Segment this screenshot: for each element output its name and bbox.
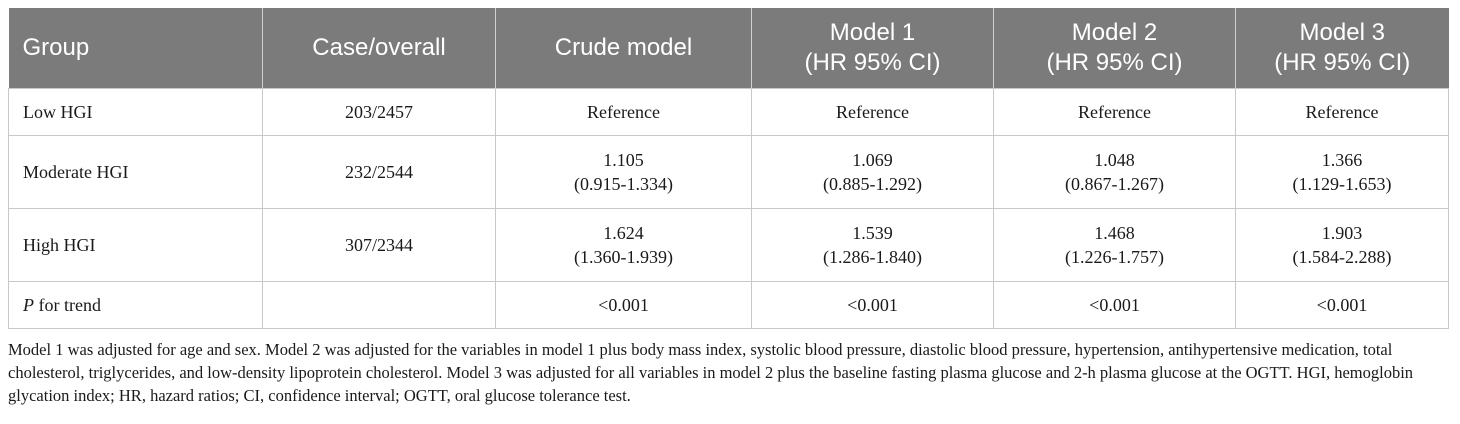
header-group-line1: Group: [22, 34, 90, 61]
header-case-overall: Case/overall: [262, 8, 496, 89]
cell-model1: Reference: [751, 88, 994, 136]
header-model1-line2: (HR 95% CI): [804, 49, 941, 76]
cell-case: 232/2544: [262, 135, 496, 209]
cell-case: 307/2344: [262, 208, 496, 282]
header-row: Group Case/overall Crude model Model 1 (…: [8, 8, 1449, 89]
cell-ci: (0.885-1.292): [823, 174, 922, 194]
cell-hr: 1.539: [852, 223, 893, 243]
header-crude-model: Crude model: [495, 8, 752, 89]
cell-hr: 1.366: [1321, 150, 1363, 170]
cell-model1: 1.069 (0.885-1.292): [751, 135, 994, 209]
cell-model3: 1.366 (1.129-1.653): [1235, 135, 1449, 209]
header-model-3: Model 3 (HR 95% CI): [1235, 8, 1449, 89]
header-model-2: Model 2 (HR 95% CI): [993, 8, 1236, 89]
cell-model1: 1.539 (1.286-1.840): [751, 208, 994, 282]
cell-hr: Reference: [1305, 102, 1379, 122]
cell-case: 203/2457: [262, 88, 496, 136]
cell-ci: (1.286-1.840): [823, 247, 922, 267]
cell-hr: 1.105: [603, 150, 644, 170]
header-model-1: Model 1 (HR 95% CI): [751, 8, 994, 89]
cell-hr: 1.069: [852, 150, 893, 170]
cell-hr: 1.468: [1094, 223, 1135, 243]
cell-crude: 1.624 (1.360-1.939): [495, 208, 752, 282]
cell-model2-trend: <0.001: [993, 281, 1236, 329]
trend-label-p: P: [23, 295, 34, 315]
cell-crude-trend: <0.001: [495, 281, 752, 329]
cell-group: High HGI: [8, 208, 263, 282]
header-model2-line2: (HR 95% CI): [1046, 49, 1183, 76]
cell-ci: (1.584-2.288): [1292, 247, 1392, 267]
cell-model3: Reference: [1235, 88, 1449, 136]
cell-ci: (1.360-1.939): [574, 247, 673, 267]
header-group: Group: [8, 8, 263, 89]
cell-hr: Reference: [1078, 102, 1151, 122]
cell-hr: 1.903: [1321, 223, 1363, 243]
header-crude-line1: Crude model: [554, 34, 693, 61]
header-model3-line2: (HR 95% CI): [1274, 49, 1411, 76]
cell-ci: (0.915-1.334): [574, 174, 673, 194]
cell-ci: (1.129-1.653): [1292, 174, 1392, 194]
trend-label-rest: for trend: [34, 295, 101, 315]
header-model2-line1: Model 2: [1071, 19, 1158, 46]
header-model1-line1: Model 1: [829, 19, 916, 46]
cell-group: Moderate HGI: [8, 135, 263, 209]
header-case-line1: Case/overall: [312, 34, 446, 61]
cell-group: Low HGI: [8, 88, 263, 136]
table-row: Low HGI 203/2457 Reference Reference Ref…: [8, 88, 1449, 136]
table-row: High HGI 307/2344 1.624 (1.360-1.939) 1.…: [8, 208, 1449, 282]
cell-trend-label: P for trend: [8, 281, 263, 329]
trend-row: P for trend <0.001 <0.001 <0.001 <0.001: [8, 281, 1449, 329]
cell-hr: Reference: [836, 102, 909, 122]
cell-model2: 1.048 (0.867-1.267): [993, 135, 1236, 209]
table-figure: Group Case/overall Crude model Model 1 (…: [8, 8, 1452, 407]
hgi-hazard-table: Group Case/overall Crude model Model 1 (…: [8, 8, 1449, 329]
cell-model2: 1.468 (1.226-1.757): [993, 208, 1236, 282]
cell-model3-trend: <0.001: [1235, 281, 1449, 329]
cell-model2: Reference: [993, 88, 1236, 136]
cell-hr: Reference: [587, 102, 660, 122]
header-model3-line1: Model 3: [1299, 19, 1385, 46]
cell-model3: 1.903 (1.584-2.288): [1235, 208, 1449, 282]
cell-hr: 1.048: [1094, 150, 1135, 170]
table-row: Moderate HGI 232/2544 1.105 (0.915-1.334…: [8, 135, 1449, 209]
table-body: Low HGI 203/2457 Reference Reference Ref…: [8, 88, 1449, 329]
table-header: Group Case/overall Crude model Model 1 (…: [8, 8, 1449, 89]
cell-ci: (0.867-1.267): [1065, 174, 1164, 194]
cell-case: [262, 281, 496, 329]
cell-hr: 1.624: [603, 223, 644, 243]
cell-model1-trend: <0.001: [751, 281, 994, 329]
cell-crude: 1.105 (0.915-1.334): [495, 135, 752, 209]
cell-crude: Reference: [495, 88, 752, 136]
table-footnote: Model 1 was adjusted for age and sex. Mo…: [8, 340, 1414, 405]
cell-ci: (1.226-1.757): [1065, 247, 1164, 267]
